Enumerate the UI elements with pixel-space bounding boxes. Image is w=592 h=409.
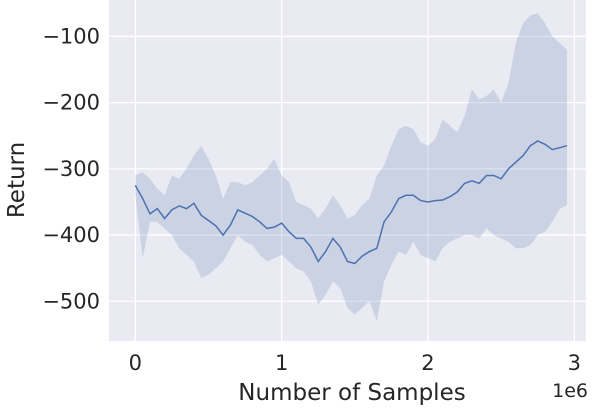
x-tick-label: 1 (275, 351, 288, 375)
y-tick-label: −400 (42, 223, 100, 247)
grid-lines (109, 0, 586, 341)
x-axis-label: Number of Samples (238, 380, 465, 406)
x-offset-label: 1e6 (552, 380, 588, 402)
x-tick-labels: 0 1 2 3 (129, 351, 581, 375)
confidence-band (135, 13, 568, 322)
y-tick-label: −200 (42, 91, 100, 115)
y-axis-label: Return (4, 142, 30, 218)
y-tick-label: −100 (42, 24, 100, 48)
x-tick-label: 2 (421, 351, 434, 375)
mean-return-line (134, 140, 568, 265)
y-tick-labels: −500 −400 −300 −200 −100 (42, 24, 100, 313)
y-tick-label: −300 (42, 157, 100, 181)
y-tick-label: −500 (42, 289, 100, 313)
x-tick-label: 3 (568, 351, 581, 375)
x-tick-label: 0 (129, 351, 142, 375)
